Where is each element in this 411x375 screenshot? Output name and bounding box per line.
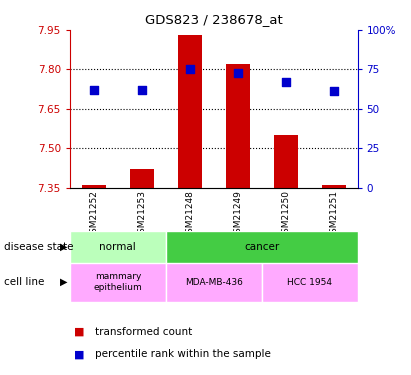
Point: [330, 88, 337, 94]
Point: [234, 69, 241, 75]
Text: mammary
epithelium: mammary epithelium: [93, 273, 142, 292]
Text: ▶: ▶: [60, 277, 67, 287]
Bar: [274, 135, 298, 188]
Text: cancer: cancer: [244, 242, 279, 252]
Bar: [262, 262, 358, 302]
Text: ▶: ▶: [60, 242, 67, 252]
Point: [282, 79, 289, 85]
Bar: [70, 262, 166, 302]
Text: ■: ■: [74, 327, 85, 337]
Bar: [130, 169, 154, 188]
Bar: [178, 35, 202, 188]
Point: [139, 87, 145, 93]
Point: [187, 66, 193, 72]
Bar: [322, 185, 346, 188]
Text: GDS823 / 238678_at: GDS823 / 238678_at: [145, 13, 283, 26]
Bar: [166, 262, 262, 302]
Bar: [70, 231, 166, 262]
Text: MDA-MB-436: MDA-MB-436: [185, 278, 242, 286]
Text: disease state: disease state: [4, 242, 74, 252]
Text: ■: ■: [74, 350, 85, 359]
Text: transformed count: transformed count: [95, 327, 192, 337]
Text: normal: normal: [99, 242, 136, 252]
Bar: [166, 231, 358, 262]
Text: percentile rank within the sample: percentile rank within the sample: [95, 350, 270, 359]
Text: cell line: cell line: [4, 277, 44, 287]
Bar: [82, 185, 106, 188]
Text: HCC 1954: HCC 1954: [287, 278, 332, 286]
Point: [90, 87, 97, 93]
Bar: [226, 64, 250, 188]
